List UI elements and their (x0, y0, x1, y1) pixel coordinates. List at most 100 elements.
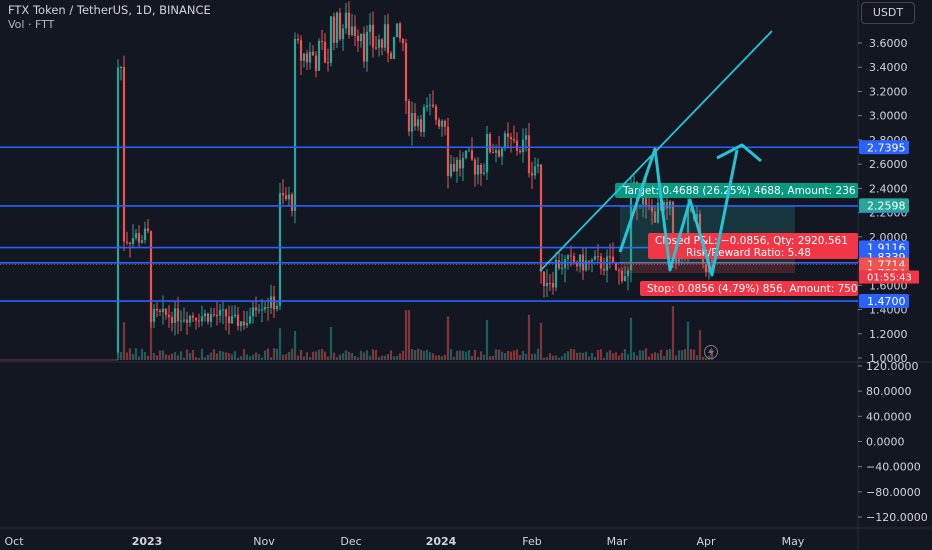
volume-bar (494, 349, 498, 360)
volume-bar (251, 354, 255, 360)
candle-body (506, 133, 510, 137)
volume-bar (650, 353, 654, 360)
candle-body (545, 282, 549, 287)
volume-bar (329, 327, 333, 360)
volume-bar (338, 354, 342, 360)
volume-bar (419, 349, 423, 360)
volume-bar (596, 350, 600, 360)
volume-bar (551, 355, 555, 360)
volume-bar (401, 350, 405, 360)
volume-bar (662, 355, 666, 360)
candle-body (257, 309, 261, 311)
candle-body (131, 238, 135, 244)
candle-body (197, 320, 201, 322)
candle-body (281, 193, 285, 196)
candle-body (560, 267, 564, 269)
volume-tick-label: 80.0000 (866, 385, 912, 398)
candle-body (512, 139, 516, 141)
position-stop-label: Stop: 0.0856 (4.79%) 856, Amount: 750 (640, 281, 858, 296)
candle-body (140, 240, 144, 243)
candle-body (701, 258, 705, 265)
candle-body (476, 164, 480, 175)
candle-body (485, 133, 489, 173)
candle-body (266, 306, 270, 308)
candle-body (236, 314, 240, 326)
candle-body (275, 305, 279, 310)
candle-body (146, 228, 150, 232)
candle-body (479, 164, 483, 174)
volume-bar (368, 355, 372, 360)
volume-bar (314, 351, 318, 360)
volume-bar (140, 348, 144, 360)
volume-bar (530, 353, 534, 360)
position-target-text: Target: 0.4688 (26.25%) 4688, Amount: 23… (622, 185, 856, 197)
volume-bar (617, 355, 621, 360)
candle-body (521, 139, 525, 153)
candle-body (311, 51, 315, 56)
volume-bar (545, 357, 549, 360)
time-tick-label: Oct (4, 535, 24, 548)
candle-body (155, 308, 159, 311)
volume-bar (362, 352, 366, 360)
candle-body (410, 112, 414, 132)
candle-body (593, 256, 597, 260)
candle-body (362, 33, 366, 62)
candle-body (143, 228, 147, 241)
volume-tick-label: −120.0000 (866, 511, 928, 524)
volume-bar (563, 353, 567, 360)
candle-body (338, 12, 342, 40)
volume-bar (179, 351, 183, 360)
volume-bar (365, 350, 369, 360)
candle-body (287, 194, 291, 200)
candle-body (230, 316, 234, 324)
volume-bar (188, 353, 192, 360)
position-stop-zone[interactable] (620, 262, 795, 274)
price-tick-label: 3.0000 (869, 110, 908, 123)
candle-body (548, 282, 552, 284)
lightning-icon[interactable] (704, 345, 718, 359)
candle-body (524, 135, 528, 140)
arrow-head[interactable] (716, 143, 762, 163)
candle-body (263, 306, 267, 310)
volume-bar (509, 351, 513, 360)
candle-body (494, 150, 498, 153)
volume-bar (638, 350, 642, 360)
candle-body (407, 100, 411, 132)
candle-body (617, 270, 621, 272)
candle-body (254, 307, 258, 311)
candle-body (185, 319, 189, 323)
volume-bar (161, 350, 165, 360)
volume-bar (233, 351, 237, 360)
volume-bar (689, 349, 693, 360)
currency-button[interactable]: USDT (861, 2, 915, 24)
candle-body (539, 164, 543, 272)
candle-body (536, 164, 540, 167)
price-tick-label: 2.4000 (869, 182, 908, 195)
candle-body (653, 211, 657, 223)
level-price-badge: 1.4700 (859, 294, 909, 309)
candle-body (527, 135, 531, 174)
volume-bar (122, 322, 126, 360)
volume-bar (566, 351, 570, 360)
volume-bar (173, 352, 177, 360)
candle-body (344, 12, 348, 29)
candle-body (455, 159, 459, 172)
collapse-legend-icon[interactable] (1, 3, 4, 15)
candle-body (125, 241, 129, 243)
volume-bar (671, 306, 675, 360)
volume-bar (641, 350, 645, 360)
volume-bar (149, 311, 153, 360)
candle-body (416, 119, 420, 127)
candle-body (449, 164, 453, 177)
countdown-badge: 01:55:43 (859, 270, 919, 284)
volume-bar (398, 353, 402, 360)
candle-body (380, 39, 384, 48)
candle-body (392, 36, 396, 59)
volume-bar (491, 355, 495, 360)
zigzag-path[interactable] (618, 147, 739, 277)
candle-body (329, 16, 333, 63)
volume-bar (152, 353, 156, 360)
volume-bar (269, 357, 273, 360)
volume-bar (116, 322, 120, 360)
